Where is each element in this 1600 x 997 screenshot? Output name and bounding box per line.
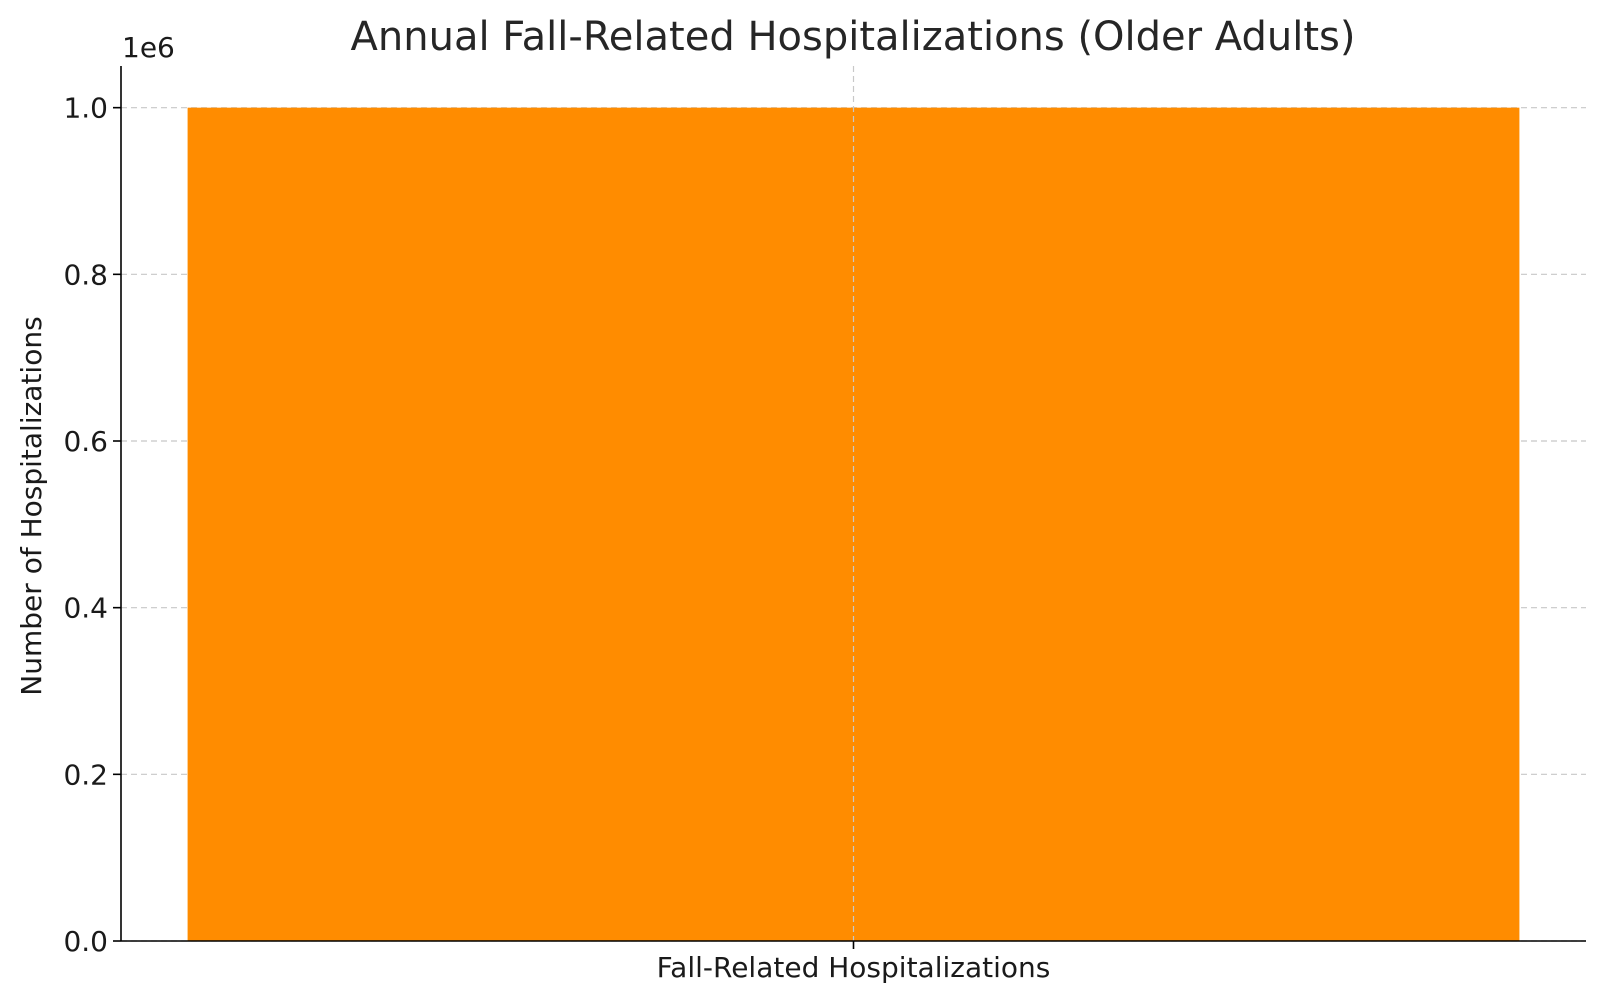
y-tick-label: 0.8 [63,258,108,291]
y-axis-offset-label: 1e6 [122,31,175,64]
y-tick-label: 0.6 [63,425,108,458]
y-tick-label: 1.0 [63,92,108,125]
y-tick-label: 0.4 [63,592,108,625]
x-tick-label: Fall-Related Hospitalizations [657,951,1051,984]
y-axis-label: Number of Hospitalizations [15,316,48,695]
y-tick-label: 0.0 [63,925,108,958]
x-ticks-layer: Fall-Related Hospitalizations [657,941,1051,984]
y-ticks-layer: 0.0 0.2 0.4 0.6 0.8 1.0 [63,92,121,958]
y-tick-label: 0.2 [63,758,108,791]
chart-title: Annual Fall-Related Hospitalizations (Ol… [351,14,1356,60]
